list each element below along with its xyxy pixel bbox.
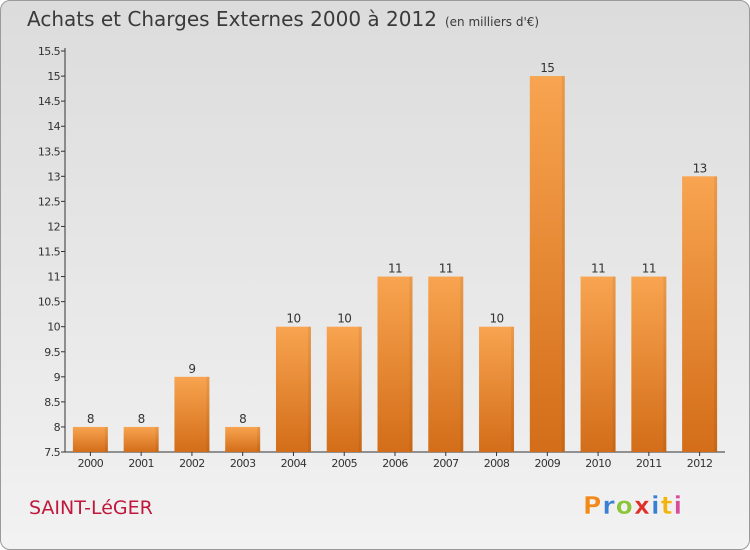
bar-2000 xyxy=(72,426,108,452)
bar-shade xyxy=(104,426,108,452)
logo-letter: P xyxy=(583,491,603,520)
x-tick-label: 2002 xyxy=(179,457,205,470)
bar-shade xyxy=(409,276,413,452)
bar-2011 xyxy=(631,276,667,452)
y-tick-label: 13 xyxy=(47,170,60,183)
x-tick-label: 2005 xyxy=(331,457,357,470)
bar-shade xyxy=(714,176,718,452)
bar-2001 xyxy=(123,426,159,452)
bar-shade xyxy=(612,276,616,452)
x-tick-label: 2006 xyxy=(382,457,408,470)
bar-2004 xyxy=(275,326,311,452)
x-tick-label: 2000 xyxy=(78,457,104,470)
logo-letter: x xyxy=(633,491,651,520)
data-label: 13 xyxy=(693,161,707,175)
bar-shade xyxy=(358,326,362,452)
x-tick-label: 2011 xyxy=(636,457,662,470)
y-tick-label: 12.5 xyxy=(38,195,61,208)
data-label: 11 xyxy=(388,262,402,276)
chart-title: Achats et Charges Externes 2000 à 2012 (e… xyxy=(27,7,539,31)
chart-unit: (en milliers d'€) xyxy=(444,15,540,29)
logo-letter: i xyxy=(673,491,684,520)
y-tick-label: 10.5 xyxy=(38,296,61,309)
bar-shade xyxy=(561,76,565,452)
bar-2007 xyxy=(428,276,464,452)
data-label: 8 xyxy=(138,412,145,426)
data-label: 11 xyxy=(439,262,453,276)
y-tick-label: 9.5 xyxy=(44,346,60,359)
y-tick-label: 14.5 xyxy=(38,95,61,108)
y-tick-label: 10 xyxy=(47,321,60,334)
y-tick-label: 12 xyxy=(47,220,60,233)
x-tick-label: 2001 xyxy=(128,457,154,470)
bar-shade xyxy=(206,376,210,452)
bar-shade xyxy=(511,326,515,452)
x-tick-label: 2012 xyxy=(687,457,713,470)
proxiti-logo[interactable]: Proxiti xyxy=(583,491,683,520)
chart-title-text: Achats et Charges Externes 2000 à 2012 xyxy=(27,7,437,31)
data-label: 10 xyxy=(286,312,300,326)
bar-2010 xyxy=(580,276,616,452)
x-tick-label: 2008 xyxy=(484,457,510,470)
x-tick-label: 2003 xyxy=(230,457,256,470)
bar-shade xyxy=(663,276,667,452)
bar-shade xyxy=(460,276,464,452)
bar-2003 xyxy=(225,426,261,452)
x-tick-label: 2007 xyxy=(433,457,459,470)
data-label: 11 xyxy=(642,262,656,276)
data-label: 10 xyxy=(337,312,351,326)
bar-2002 xyxy=(174,376,210,452)
bar-shade xyxy=(257,426,261,452)
bar-shade xyxy=(307,326,311,452)
data-label: 8 xyxy=(87,412,94,426)
y-tick-label: 11.5 xyxy=(38,246,61,259)
y-tick-label: 8.5 xyxy=(44,396,60,409)
x-tick-label: 2009 xyxy=(535,457,561,470)
logo-letter: t xyxy=(660,491,674,520)
y-tick-label: 13.5 xyxy=(38,145,61,158)
y-tick-label: 7.5 xyxy=(44,446,60,459)
bar-2009 xyxy=(529,76,565,452)
bar-2005 xyxy=(326,326,362,452)
commune-name: SAINT-LéGER xyxy=(29,497,153,519)
bar-2006 xyxy=(377,276,413,452)
y-tick-label: 9 xyxy=(54,371,61,384)
x-tick-label: 2004 xyxy=(281,457,307,470)
y-tick-label: 14 xyxy=(47,120,60,133)
logo-letter: r xyxy=(602,491,616,520)
data-label: 10 xyxy=(489,312,503,326)
x-tick-label: 2010 xyxy=(585,457,611,470)
y-tick-label: 8 xyxy=(54,421,61,434)
bar-2008 xyxy=(479,326,515,452)
y-tick-label: 15 xyxy=(47,70,60,83)
y-tick-label: 15.5 xyxy=(38,45,61,58)
data-label: 9 xyxy=(188,362,195,376)
bar-shade xyxy=(155,426,159,452)
y-tick-label: 11 xyxy=(47,271,60,284)
data-label: 15 xyxy=(540,61,554,75)
data-label: 8 xyxy=(239,412,246,426)
logo-letter: o xyxy=(615,491,634,520)
logo-letter: i xyxy=(651,491,661,520)
data-label: 11 xyxy=(591,262,605,276)
bar-2012 xyxy=(682,176,718,452)
